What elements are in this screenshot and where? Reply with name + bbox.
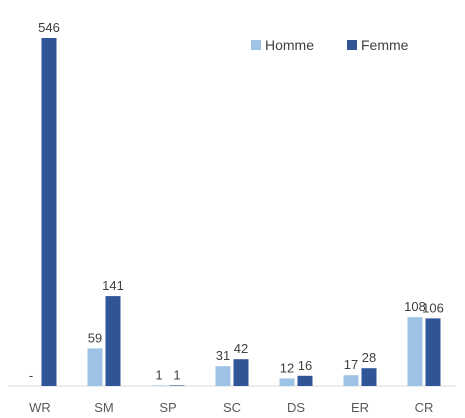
x-tick-label-sp: SP bbox=[159, 400, 176, 415]
data-label-femme-cr: 106 bbox=[422, 300, 444, 315]
bar-femme-er bbox=[361, 368, 377, 386]
data-label-homme-sp: 1 bbox=[155, 367, 162, 382]
x-tick-label-wr: WR bbox=[29, 400, 51, 415]
legend-swatch-homme bbox=[251, 40, 261, 50]
data-label-homme-ds: 12 bbox=[280, 360, 294, 375]
legend-label-femme: Femme bbox=[361, 37, 409, 53]
bar-homme-sp bbox=[151, 385, 167, 386]
data-label-homme-wr: - bbox=[29, 368, 33, 383]
bar-femme-ds bbox=[297, 375, 313, 386]
data-label-femme-sc: 42 bbox=[234, 341, 248, 356]
legend-label-homme: Homme bbox=[265, 37, 314, 53]
x-tick-label-sc: SC bbox=[223, 400, 241, 415]
legend-swatch-femme bbox=[347, 40, 357, 50]
x-tick-label-ds: DS bbox=[287, 400, 305, 415]
data-label-femme-ds: 16 bbox=[298, 358, 312, 373]
bar-femme-sm bbox=[105, 296, 121, 386]
x-tick-label-sm: SM bbox=[94, 400, 114, 415]
bar-homme-cr bbox=[407, 317, 423, 386]
bar-femme-sc bbox=[233, 359, 249, 386]
data-label-femme-sp: 1 bbox=[173, 367, 180, 382]
bar-femme-sp bbox=[169, 385, 185, 386]
bar-femme-wr bbox=[41, 38, 57, 386]
bar-homme-ds bbox=[279, 378, 295, 386]
data-label-homme-cr: 108 bbox=[404, 299, 426, 314]
data-label-femme-sm: 141 bbox=[102, 278, 124, 293]
bar-homme-sc bbox=[215, 366, 231, 386]
data-label-femme-wr: 546 bbox=[38, 20, 60, 35]
data-label-femme-er: 28 bbox=[362, 350, 376, 365]
x-tick-labels-group: WR SM SP SC DS ER CR bbox=[29, 400, 433, 415]
x-tick-label-er: ER bbox=[351, 400, 369, 415]
bar-homme-sm bbox=[87, 348, 103, 386]
bar-femme-cr bbox=[425, 318, 441, 386]
data-label-homme-sc: 31 bbox=[216, 348, 230, 363]
data-label-homme-sm: 59 bbox=[88, 330, 102, 345]
x-tick-label-cr: CR bbox=[415, 400, 434, 415]
data-label-homme-er: 17 bbox=[344, 357, 358, 372]
legend: Homme Femme bbox=[251, 37, 409, 53]
bars-group bbox=[41, 38, 441, 386]
bar-homme-er bbox=[343, 375, 359, 386]
